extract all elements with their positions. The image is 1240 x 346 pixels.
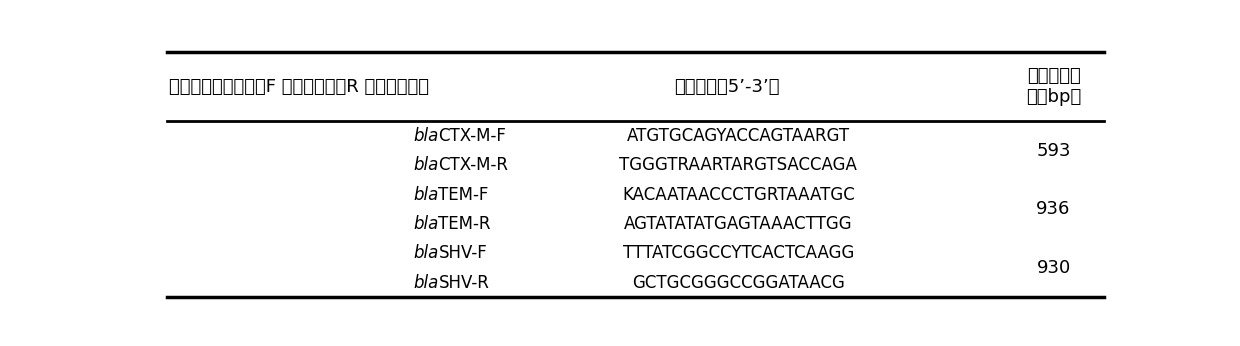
Text: bla: bla (413, 244, 439, 262)
Text: TGGGTRAARTARGTSACCAGA: TGGGTRAARTARGTSACCAGA (620, 156, 857, 174)
Text: 引物序列（5’-3’）: 引物序列（5’-3’） (675, 78, 780, 96)
Text: bla: bla (413, 186, 439, 204)
Text: TEM-R: TEM-R (439, 215, 491, 233)
Text: 所针对的抗性基因（F 为正向引物，R 为反向引物）: 所针对的抗性基因（F 为正向引物，R 为反向引物） (170, 78, 429, 96)
Text: SHV-R: SHV-R (439, 274, 490, 292)
Text: SHV-F: SHV-F (439, 244, 487, 262)
Text: 扩增片段长
度（bp）: 扩增片段长 度（bp） (1025, 67, 1081, 106)
Text: bla: bla (413, 127, 439, 145)
Text: CTX-M-F: CTX-M-F (439, 127, 506, 145)
Text: bla: bla (413, 215, 439, 233)
Text: CTX-M-R: CTX-M-R (439, 156, 508, 174)
Text: bla: bla (413, 274, 439, 292)
Text: TTTATCGGCCYTCACTCAAGG: TTTATCGGCCYTCACTCAAGG (622, 244, 854, 262)
Text: AGTATATATGAGTAAACTTGG: AGTATATATGAGTAAACTTGG (624, 215, 853, 233)
Text: KACAATAACCCTGRTAAATGC: KACAATAACCCTGRTAAATGC (622, 186, 854, 204)
Text: 930: 930 (1037, 259, 1070, 277)
Text: TEM-F: TEM-F (439, 186, 489, 204)
Text: ATGTGCAGYACCAGTAARGT: ATGTGCAGYACCAGTAARGT (626, 127, 849, 145)
Text: GCTGCGGGCCGGATAACG: GCTGCGGGCCGGATAACG (632, 274, 844, 292)
Text: 593: 593 (1037, 142, 1071, 160)
Text: bla: bla (413, 156, 439, 174)
Text: 936: 936 (1037, 200, 1070, 218)
